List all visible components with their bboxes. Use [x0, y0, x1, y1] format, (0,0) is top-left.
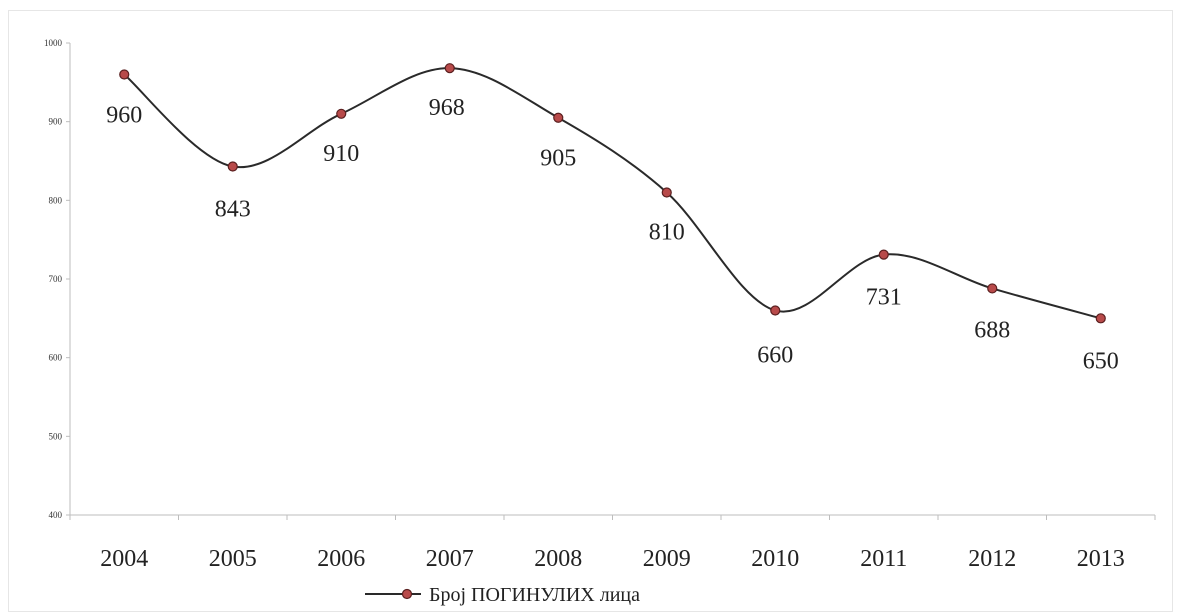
data-label: 660: [757, 342, 793, 368]
series-group: 960 843 910 968 905 810 660 731 688 650: [106, 63, 1119, 374]
data-label: 905: [540, 146, 576, 172]
chart-frame: [8, 10, 1173, 612]
series-line: [123, 67, 1102, 320]
x-tick-label: 2005: [209, 546, 257, 572]
legend-label: Број ПОГИНУЛИХ лица: [429, 584, 640, 606]
x-axis-ticks: 2004 2005 2006 2007 2008 2009 2010 2011 2012 2013: [69, 515, 1156, 572]
x-tick-label: 2010: [751, 546, 799, 572]
data-point-marker: [553, 112, 564, 123]
data-point-marker: [878, 249, 889, 260]
x-tick-label: 2007: [426, 546, 474, 572]
data-label: 960: [106, 102, 142, 128]
data-label: 650: [1083, 348, 1119, 374]
data-point-marker: [987, 283, 998, 294]
x-tick-label: 2011: [860, 546, 907, 572]
data-label: 688: [974, 317, 1010, 343]
data-point-marker: [661, 187, 672, 198]
x-tick-label: 2008: [534, 546, 582, 572]
y-tick-label: 400: [49, 510, 63, 520]
y-tick-label: 700: [49, 274, 63, 284]
data-label: 843: [215, 197, 251, 223]
x-tick-label: 2009: [643, 546, 691, 572]
data-point-marker: [119, 69, 130, 80]
y-tick-label: 800: [49, 195, 63, 205]
data-point-marker: [1095, 313, 1106, 324]
data-point-marker: [227, 161, 238, 172]
x-tick-label: 2006: [317, 546, 365, 572]
y-tick-label: 500: [49, 431, 63, 441]
data-label: 810: [649, 219, 685, 245]
y-tick-label: 900: [49, 117, 63, 127]
chart-axes: [69, 43, 1155, 516]
data-label: 910: [323, 141, 359, 167]
data-point-marker: [444, 63, 455, 74]
data-label: 731: [866, 285, 902, 311]
y-tick-label: 600: [49, 353, 63, 363]
y-tick-label: 1000: [44, 38, 63, 48]
legend-marker-swatch: [401, 588, 413, 600]
x-tick-label: 2012: [968, 546, 1016, 572]
data-point-marker: [336, 108, 347, 119]
data-point-marker: [770, 305, 781, 316]
y-axis-ticks: 400 500 600 700 800 900 1000: [44, 38, 70, 520]
legend: Број ПОГИНУЛИХ лица: [365, 584, 640, 606]
data-label: 968: [429, 95, 465, 121]
x-tick-label: 2004: [100, 546, 148, 572]
x-tick-label: 2013: [1077, 546, 1125, 572]
